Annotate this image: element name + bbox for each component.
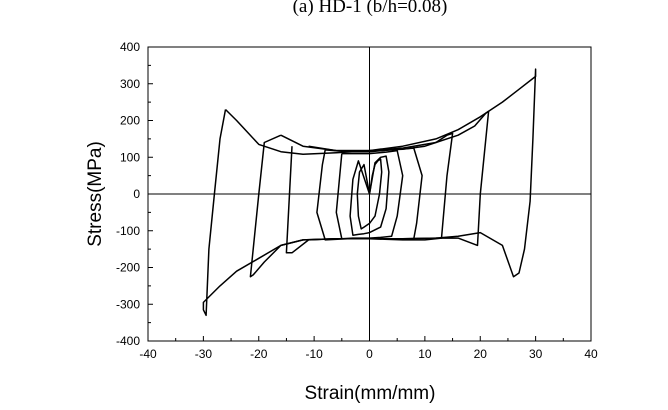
chart-title: (a) HD-1 (b/h=0.08)	[293, 0, 448, 17]
x-tick-label: 30	[529, 347, 543, 361]
x-tick-label: -10	[305, 347, 323, 361]
hysteresis-loops	[202, 68, 537, 317]
x-axis-label: Strain(mm/mm)	[305, 383, 436, 404]
x-tick-label: -40	[139, 347, 157, 361]
loop-6-line	[249, 110, 490, 278]
x-tick-label: -30	[195, 347, 213, 361]
x-tick-label: 20	[474, 347, 488, 361]
loop-1-line	[356, 158, 383, 230]
y-axis-label: Stress(MPa)	[85, 141, 106, 247]
x-tick-label: 0	[366, 347, 373, 361]
loop-5-line	[285, 132, 454, 254]
y-tick-label: 200	[120, 114, 140, 128]
x-tick-label: -20	[250, 347, 268, 361]
y-tick-label: -100	[116, 224, 140, 238]
y-tick-label: 0	[133, 187, 140, 201]
loop-7-line	[202, 68, 537, 317]
x-tick-label: 40	[584, 347, 598, 361]
y-tick-label: -300	[116, 297, 140, 311]
y-tick-label: -400	[116, 334, 140, 348]
axis-ticks: -40 -30 -20 -10 0 10 20 30 40-400-300-200-100010…	[116, 40, 598, 361]
y-tick-label: 300	[120, 77, 140, 91]
y-tick-label: 400	[120, 40, 140, 54]
y-tick-label: -200	[116, 261, 140, 275]
x-tick-label: 10	[418, 347, 432, 361]
y-tick-label: 100	[120, 150, 140, 164]
